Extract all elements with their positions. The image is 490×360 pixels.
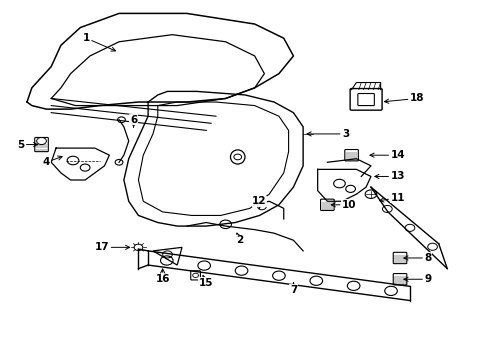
Text: 5: 5 <box>17 140 38 149</box>
Text: 17: 17 <box>95 242 130 252</box>
Text: 14: 14 <box>370 150 405 160</box>
Text: 15: 15 <box>199 275 214 288</box>
Text: 6: 6 <box>130 115 137 127</box>
Text: 13: 13 <box>375 171 405 181</box>
Text: 7: 7 <box>290 283 297 295</box>
Text: 18: 18 <box>385 94 424 103</box>
Text: 4: 4 <box>43 156 62 167</box>
Text: 9: 9 <box>404 274 431 284</box>
Text: 8: 8 <box>404 253 432 263</box>
Text: 10: 10 <box>331 200 356 210</box>
Text: 11: 11 <box>380 193 405 203</box>
Text: 3: 3 <box>307 129 349 139</box>
Text: 1: 1 <box>83 33 116 51</box>
Text: 12: 12 <box>252 196 267 208</box>
Text: 2: 2 <box>237 233 244 245</box>
Text: 16: 16 <box>155 269 170 284</box>
